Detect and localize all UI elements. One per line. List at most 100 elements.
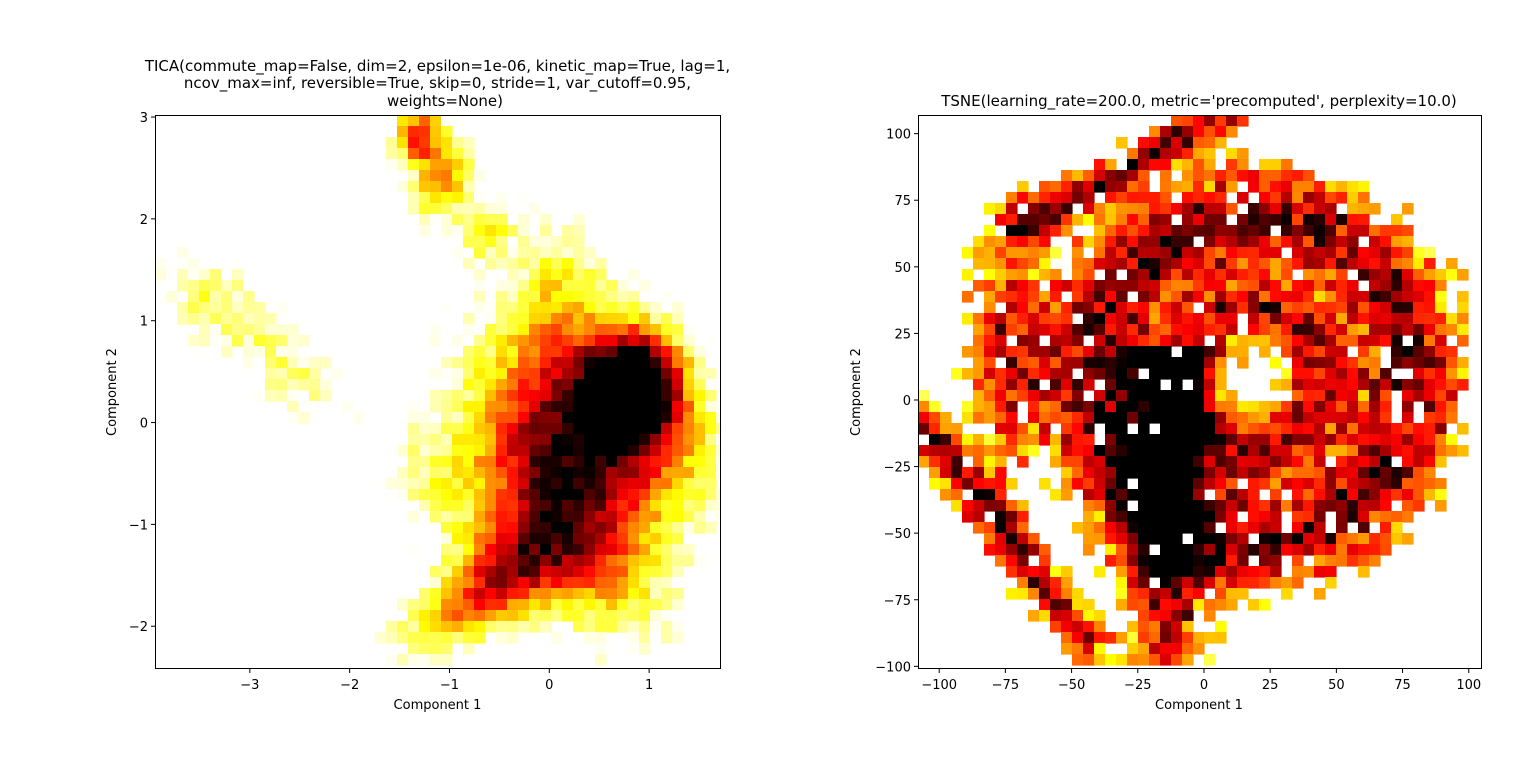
density-cell xyxy=(441,588,453,600)
density-cell xyxy=(1248,434,1260,446)
density-cell xyxy=(562,280,574,292)
density-cell xyxy=(1149,148,1161,160)
density-cell xyxy=(617,467,629,479)
density-cell xyxy=(1446,313,1458,325)
density-cell xyxy=(1237,423,1249,435)
density-cell xyxy=(1105,247,1117,259)
density-cell xyxy=(1270,401,1282,413)
density-cell xyxy=(518,511,530,523)
density-cell xyxy=(1303,181,1315,193)
density-cell xyxy=(1435,478,1447,490)
density-cell xyxy=(1127,269,1139,281)
density-cell xyxy=(441,225,453,237)
density-cell xyxy=(496,225,508,237)
density-cell xyxy=(540,511,552,523)
density-cell xyxy=(1171,632,1183,644)
density-cell xyxy=(1215,313,1227,325)
density-cell xyxy=(529,247,541,259)
density-cell xyxy=(419,599,431,611)
density-cell xyxy=(452,500,464,512)
density-cell xyxy=(929,467,941,479)
density-cell xyxy=(973,445,985,457)
density-cell xyxy=(1061,368,1073,380)
density-cell xyxy=(485,566,497,578)
density-cell xyxy=(639,500,651,512)
density-cell xyxy=(1160,247,1172,259)
density-cell xyxy=(1325,236,1337,248)
density-cell xyxy=(1138,621,1150,633)
density-cell xyxy=(551,533,563,545)
density-cell xyxy=(1457,335,1469,347)
density-cell xyxy=(1171,566,1183,578)
density-cell xyxy=(1270,544,1282,556)
density-cell xyxy=(595,324,607,336)
density-cell xyxy=(1149,192,1161,204)
density-cell xyxy=(1160,203,1172,215)
density-cell xyxy=(386,621,398,633)
density-cell xyxy=(1281,335,1293,347)
density-cell xyxy=(1292,368,1304,380)
density-cell xyxy=(1171,115,1183,127)
density-cell xyxy=(1325,335,1337,347)
density-cell xyxy=(1127,346,1139,358)
density-cell xyxy=(650,599,662,611)
density-cell xyxy=(1435,346,1447,358)
density-cell xyxy=(929,478,941,490)
density-cell xyxy=(1105,379,1117,391)
density-cell xyxy=(1347,489,1359,501)
density-cell xyxy=(1424,313,1436,325)
density-cell xyxy=(705,335,717,347)
density-cell xyxy=(1237,247,1249,259)
density-cell xyxy=(1171,225,1183,237)
density-cell xyxy=(408,445,420,457)
density-cell xyxy=(441,555,453,567)
density-cell xyxy=(1303,379,1315,391)
density-cell xyxy=(1193,632,1205,644)
density-cell xyxy=(973,357,985,369)
density-cell xyxy=(1072,621,1084,633)
density-cell xyxy=(1072,467,1084,479)
density-cell xyxy=(1138,577,1150,589)
density-cell xyxy=(573,236,585,248)
density-cell xyxy=(1237,566,1249,578)
density-cell xyxy=(1226,148,1238,160)
density-cell xyxy=(705,434,717,446)
density-cell xyxy=(1248,181,1260,193)
density-cell xyxy=(1215,115,1227,127)
density-cell xyxy=(650,401,662,413)
density-cell xyxy=(1369,456,1381,468)
density-cell xyxy=(639,357,651,369)
density-cell xyxy=(551,456,563,468)
density-cell xyxy=(1083,302,1095,314)
density-cell xyxy=(1259,313,1271,325)
density-cell xyxy=(540,291,552,303)
density-cell xyxy=(1303,302,1315,314)
density-cell xyxy=(485,478,497,490)
density-cell xyxy=(1435,401,1447,413)
density-cell xyxy=(1347,192,1359,204)
density-cell xyxy=(1105,357,1117,369)
density-cell xyxy=(1083,456,1095,468)
density-cell xyxy=(1017,445,1029,457)
density-cell xyxy=(1303,478,1315,490)
density-cell xyxy=(1028,423,1040,435)
density-cell xyxy=(540,467,552,479)
density-cell xyxy=(562,577,574,589)
density-cell xyxy=(1193,511,1205,523)
density-cell xyxy=(1050,192,1062,204)
density-cell xyxy=(1303,335,1315,347)
density-cell xyxy=(1226,335,1238,347)
density-cell xyxy=(1325,423,1337,435)
density-cell xyxy=(1248,500,1260,512)
density-cell xyxy=(1270,159,1282,171)
density-cell xyxy=(1281,368,1293,380)
density-cell xyxy=(1402,357,1414,369)
density-cell xyxy=(1270,533,1282,545)
density-cell xyxy=(1072,302,1084,314)
density-cell xyxy=(1149,401,1161,413)
density-cell xyxy=(1358,214,1370,226)
density-cell xyxy=(188,269,200,281)
density-cell xyxy=(628,401,640,413)
density-cell xyxy=(463,632,475,644)
density-cell xyxy=(1380,533,1392,545)
